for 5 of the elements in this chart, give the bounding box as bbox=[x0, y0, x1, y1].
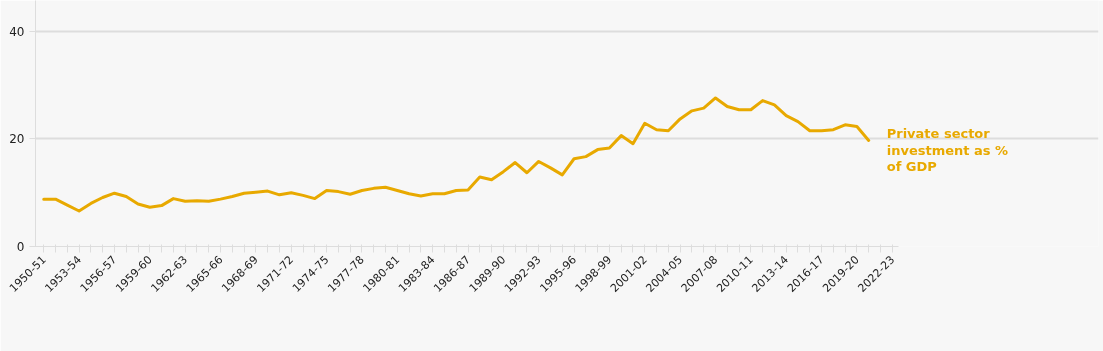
series-label: Private sector investment as % of GDP bbox=[886, 126, 1009, 175]
y-tick-label: 40 bbox=[9, 24, 25, 39]
y-tick-label: 0 bbox=[16, 240, 25, 254]
y-tick-label: 20 bbox=[9, 132, 25, 147]
line-series bbox=[42, 96, 871, 213]
